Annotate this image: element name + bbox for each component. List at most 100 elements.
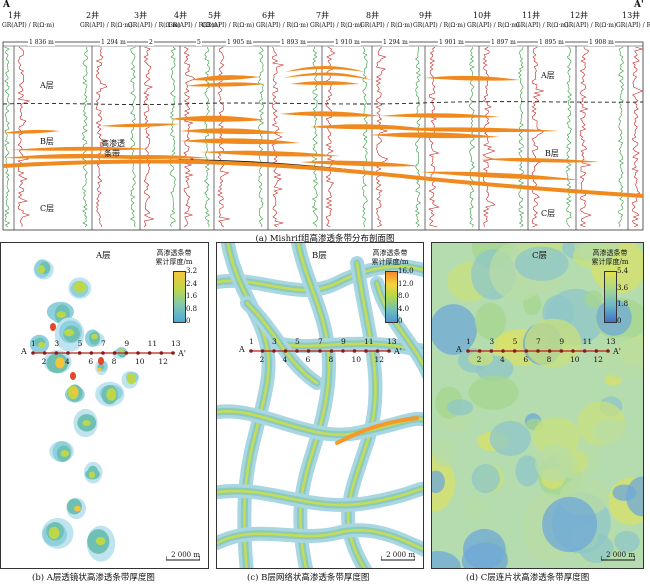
well-dot	[147, 351, 152, 355]
well-dot	[42, 351, 47, 355]
streak-annotation-1: 高渗透	[101, 139, 125, 148]
gr-log-curve	[169, 46, 176, 228]
resistivity-log-curve	[95, 46, 108, 228]
map-well-number: 5	[77, 339, 83, 348]
well-dot	[387, 349, 391, 353]
legend-tick-label: 16.0	[398, 267, 414, 275]
cross-section-panel: A A' 1井 GR(API) / R(Ω·m) 2井 GR(API) / R(Ω·m…	[0, 0, 650, 244]
well-dot	[477, 349, 482, 353]
sheet-patch	[584, 290, 603, 308]
resistivity-log-curve	[579, 46, 592, 228]
lens-core	[98, 357, 104, 365]
map-well-number: 10	[135, 357, 145, 366]
map-b-canvas	[217, 243, 423, 568]
lens-blob	[91, 333, 98, 340]
map-well-number: 6	[305, 355, 311, 364]
map-c-caption: (d) C层连片状高渗透条带厚度图	[466, 573, 590, 583]
log-header: GR(API) / R(Ω·m)	[360, 22, 413, 29]
resistivity-log-curve	[271, 46, 284, 228]
resistivity-log-curve	[375, 46, 389, 228]
map-well-number: 1	[466, 337, 471, 346]
well-distance-label: 2	[148, 39, 154, 46]
sheet-patch	[432, 470, 445, 494]
well-dot	[249, 349, 253, 353]
a-layer-lens-blobs	[29, 259, 139, 562]
gr-log-curve	[129, 46, 136, 228]
log-header: GR(API) / R(Ω·m)	[128, 22, 181, 29]
map-well-number: 13	[171, 339, 181, 348]
map-well-number: 2	[259, 355, 265, 364]
well-distance-label: 1 294 m	[100, 39, 127, 46]
sheet-patch	[574, 243, 620, 262]
map-section-end: A'	[613, 347, 621, 356]
map-well-number: 13	[387, 337, 397, 346]
map-c-layer: C层 高渗透条带 累计厚度/m 5.4 3.6 1.8 0 A A' 1 3 5 7 9 11 13 2 4…	[431, 242, 644, 569]
gr-log-curve	[617, 46, 625, 228]
map-a-caption: (b) A层透镜状高渗透条带厚度图	[32, 573, 155, 583]
sheet-patch	[542, 496, 598, 553]
sheet-patch	[489, 420, 531, 456]
well-dot	[54, 351, 59, 355]
map-well-number: 7	[536, 337, 541, 346]
section-a-caption: (a) Mishrif组高渗透条带分布剖面图	[255, 234, 395, 244]
map-b-scale-bar	[381, 556, 415, 561]
well-distance-label: 1 905 m	[226, 39, 253, 46]
resistivity-log-curve	[183, 46, 196, 228]
map-well-number: 9	[341, 337, 346, 346]
lens-blob	[127, 376, 134, 384]
map-a-scale-text: 2 000 m	[171, 551, 200, 559]
gr-log-curve	[311, 46, 318, 228]
well-dot	[571, 349, 575, 353]
well-label: 5井	[208, 11, 222, 20]
map-well-number: 12	[158, 357, 168, 366]
map-section-end: A'	[394, 347, 402, 356]
layer-c-label-left: C层	[40, 204, 55, 213]
a-layer-streaks	[185, 66, 520, 87]
sheet-patch	[432, 438, 456, 467]
well-dot	[594, 349, 599, 353]
map-well-number: 1	[249, 337, 254, 346]
legend-tick-label: 0.8	[186, 304, 198, 313]
resistivity-log-curve	[143, 46, 155, 228]
map-well-number: 8	[546, 355, 552, 364]
map-well-number: 9	[559, 337, 565, 346]
sheet-patch	[468, 350, 494, 367]
well-label: 9井	[419, 11, 433, 20]
sheet-patch	[463, 528, 506, 568]
map-section-start: A	[239, 345, 245, 354]
gr-log-curve	[565, 46, 572, 228]
well-dot	[31, 351, 35, 355]
well-dot	[318, 349, 322, 353]
map-a-layer: A层 高渗透条带 累计厚度/m 3.2 2.4 1.6 0.8 0 A A' 1 3 5 7 9 11 1…	[0, 242, 209, 569]
map-well-number: 8	[328, 355, 334, 364]
map-well-number: 4	[500, 355, 505, 364]
log-header: GR(API) / R(Ω·m)	[2, 22, 55, 29]
well-distance-label: 1 895 m	[538, 39, 565, 46]
legend-tick-label: 3.2	[186, 267, 198, 275]
legend-tick-label: 2.4	[186, 279, 198, 288]
well-label: 1井	[8, 11, 22, 20]
well-dot	[66, 351, 70, 355]
well-dot	[375, 349, 380, 353]
channel-core	[217, 487, 423, 507]
lens-core	[70, 372, 76, 380]
sheet-patch	[524, 318, 582, 368]
layer-b-label-left: B层	[40, 137, 54, 146]
sheet-patch	[432, 550, 461, 568]
log-header: GR(API) / R(Ω·m)	[616, 22, 650, 29]
map-well-number: 12	[374, 355, 385, 364]
legend-tick-label: 1.8	[617, 300, 629, 309]
lens-blob	[38, 265, 45, 274]
resistivity-log-curve	[325, 46, 336, 228]
legend-tick-label: 3.6	[617, 283, 629, 292]
sheet-patch	[532, 416, 580, 457]
sheet-patch	[447, 399, 474, 416]
map-c-legend-title: 高渗透条带 累计厚度/m	[591, 249, 629, 266]
map-a-legend-bar	[173, 271, 186, 323]
channel-core	[375, 281, 423, 367]
log-header: GR(API) / R(Ω·m)	[516, 22, 569, 29]
map-well-number: 5	[512, 337, 518, 346]
well-label: 11井	[522, 11, 541, 20]
well-distance-label: 1 897 m	[490, 39, 517, 46]
map-b-scale-text: 2 000 m	[386, 551, 415, 559]
